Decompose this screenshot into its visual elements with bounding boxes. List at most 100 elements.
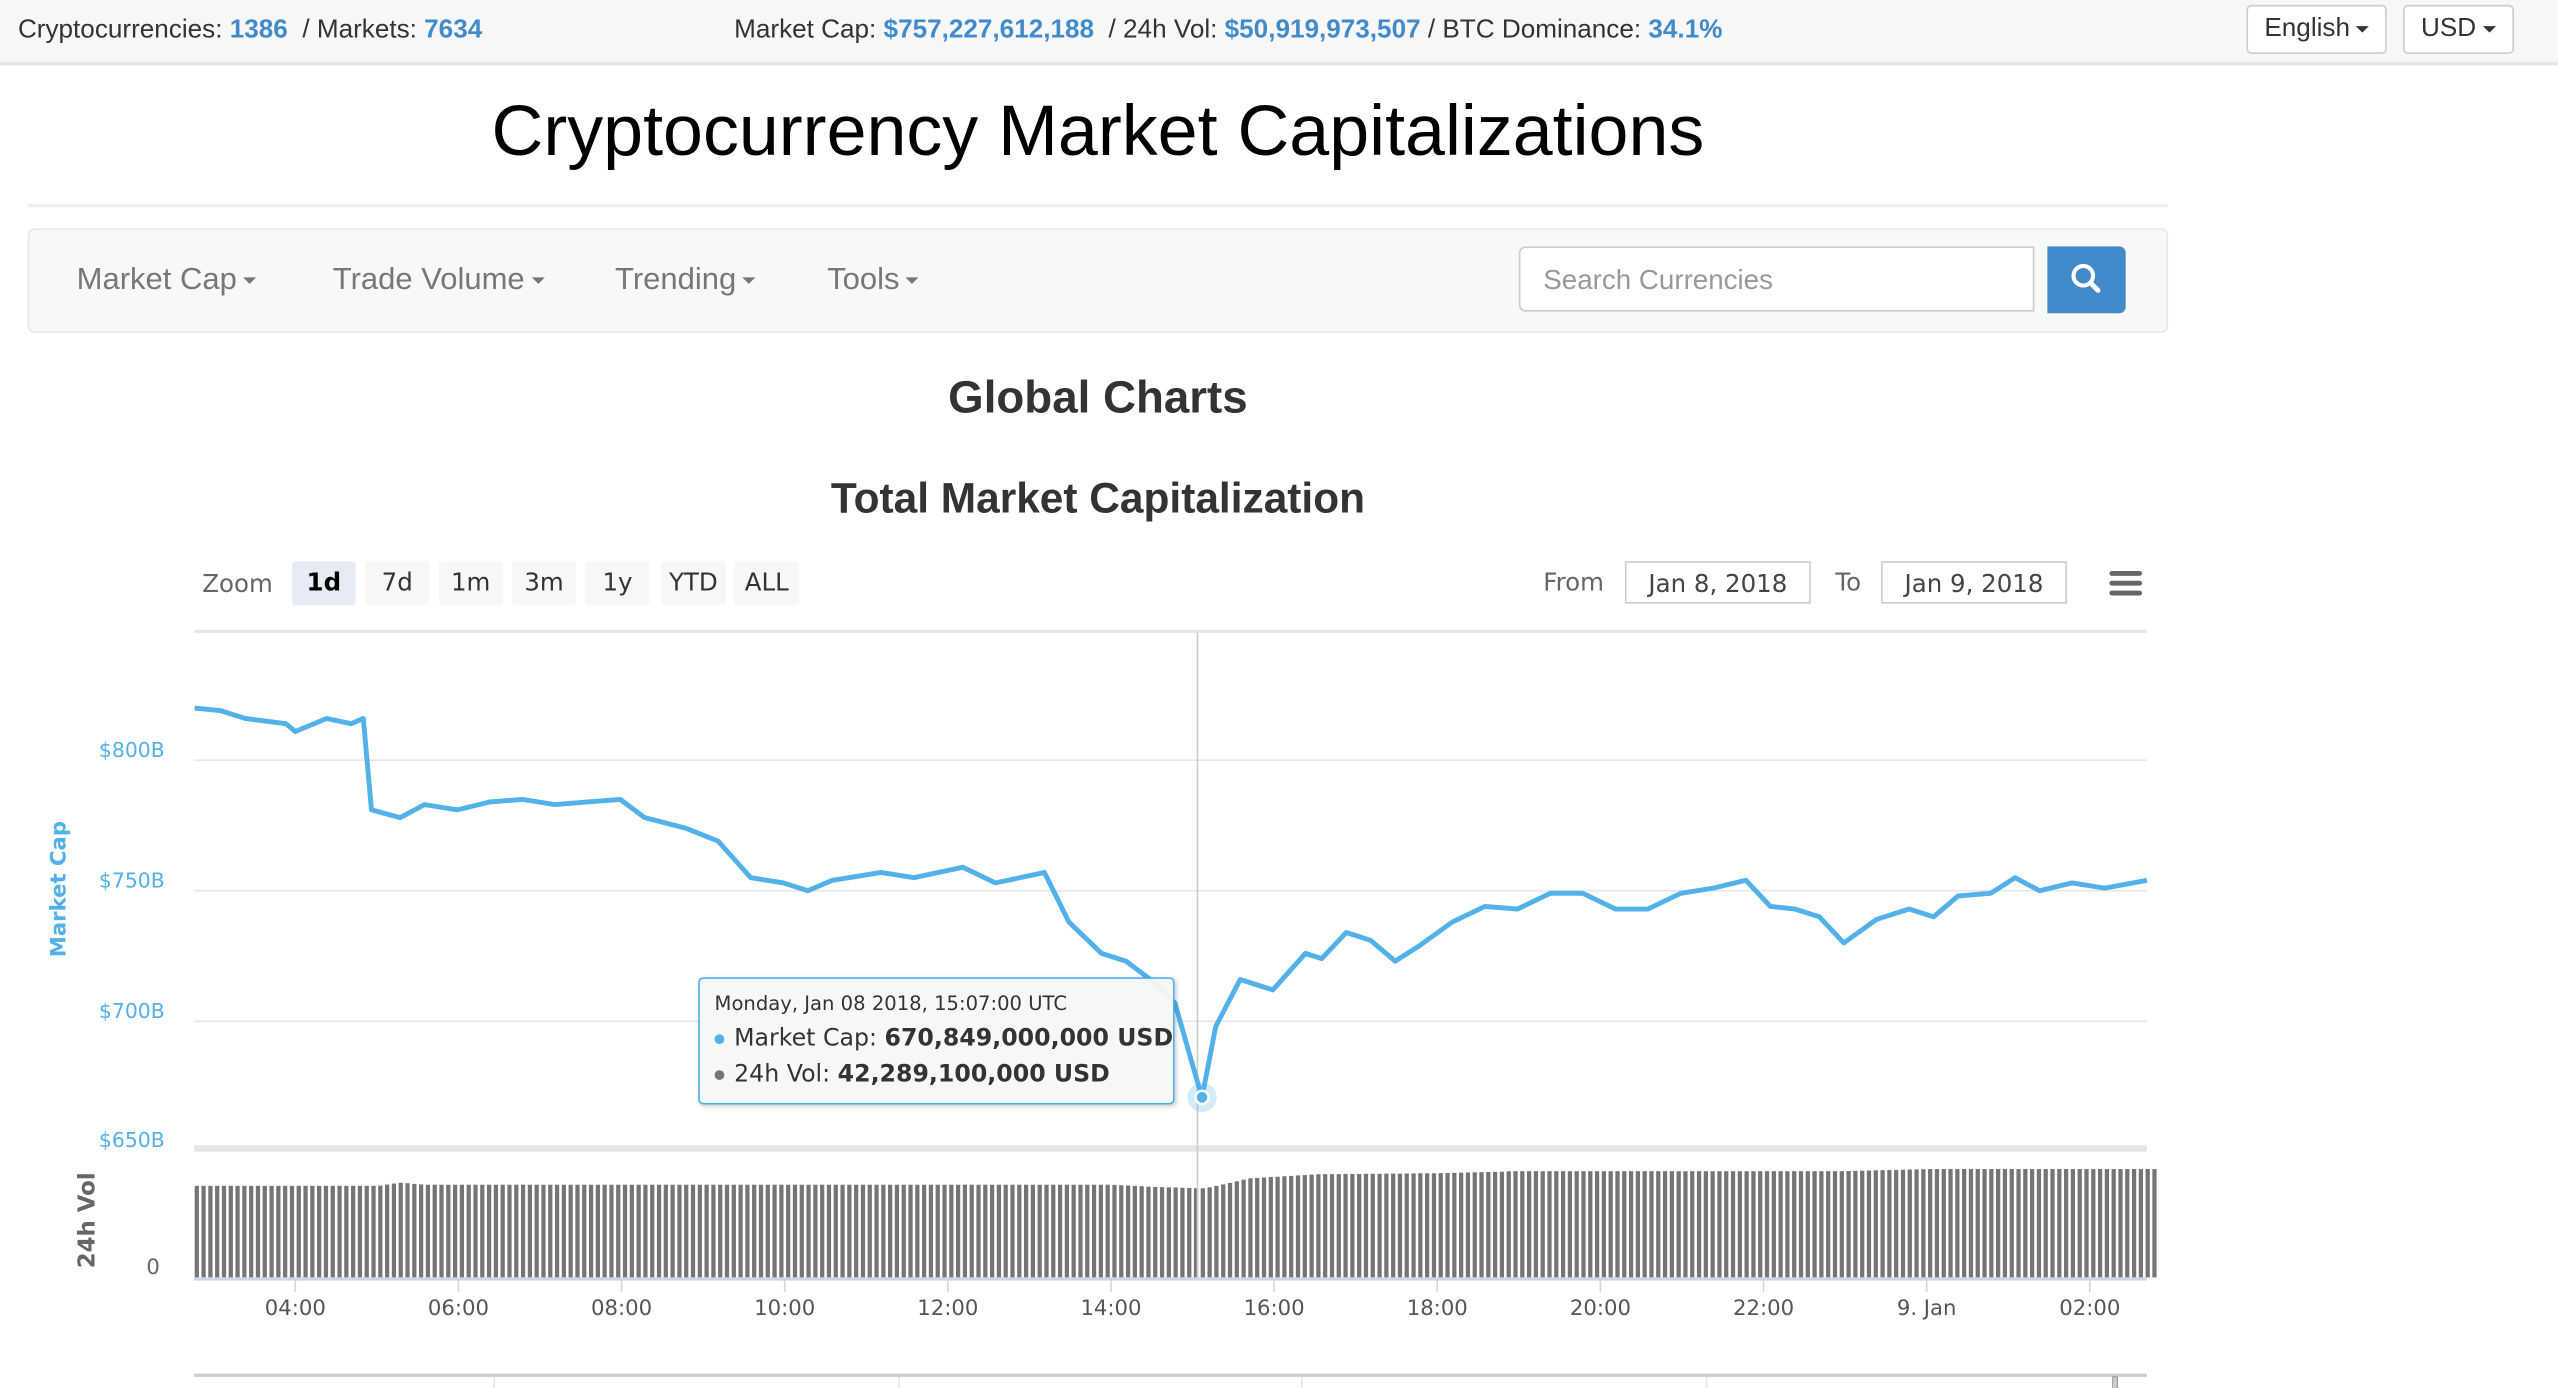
volume-bar[interactable] xyxy=(928,1184,934,1278)
search-button[interactable] xyxy=(2047,246,2126,314)
volume-bar[interactable] xyxy=(779,1184,784,1278)
volume-bar[interactable] xyxy=(1853,1170,1858,1278)
volume-bar[interactable] xyxy=(1513,1171,1518,1278)
volume-bar[interactable] xyxy=(2118,1169,2123,1278)
volume-bar[interactable] xyxy=(1839,1171,1844,1278)
volume-bar[interactable] xyxy=(568,1184,573,1278)
volume-bar[interactable] xyxy=(935,1184,940,1278)
volume-bar[interactable] xyxy=(2063,1169,2069,1278)
zoom-button-1m[interactable]: 1m xyxy=(438,561,503,606)
volume-bar[interactable] xyxy=(1180,1187,1185,1278)
volume-bar[interactable] xyxy=(1316,1174,1321,1278)
volume-bar[interactable] xyxy=(1873,1170,1878,1278)
volume-bar[interactable] xyxy=(1479,1172,1484,1278)
volume-bar[interactable] xyxy=(1241,1179,1246,1278)
volume-bar[interactable] xyxy=(1030,1184,1036,1278)
volume-bar[interactable] xyxy=(2091,1169,2096,1278)
volume-bar[interactable] xyxy=(541,1184,546,1278)
volume-bar[interactable] xyxy=(1649,1171,1654,1278)
volume-bar[interactable] xyxy=(1051,1184,1056,1278)
volume-bar[interactable] xyxy=(235,1185,240,1278)
volume-bar[interactable] xyxy=(1282,1176,1287,1278)
nav-tools[interactable]: Tools xyxy=(827,263,920,299)
volume-bar[interactable] xyxy=(949,1184,954,1278)
volume-bar[interactable] xyxy=(602,1184,607,1278)
volume-bar[interactable] xyxy=(1826,1171,1831,1278)
search-input[interactable]: Search Currencies xyxy=(1518,246,2035,312)
volume-bar[interactable] xyxy=(221,1185,227,1278)
volume-bar[interactable] xyxy=(1146,1186,1151,1278)
volume-bar[interactable] xyxy=(310,1185,315,1278)
volume-bar[interactable] xyxy=(670,1184,675,1278)
volume-bar[interactable] xyxy=(194,1185,199,1278)
volume-bar[interactable] xyxy=(1261,1177,1267,1278)
volume-bar[interactable] xyxy=(1846,1171,1851,1278)
volume-bar[interactable] xyxy=(1975,1169,1980,1278)
volume-bar[interactable] xyxy=(1703,1171,1708,1278)
volume-bar[interactable] xyxy=(1302,1175,1307,1278)
volume-bar[interactable] xyxy=(378,1185,383,1278)
volume-bar[interactable] xyxy=(731,1184,736,1278)
volume-bar[interactable] xyxy=(2138,1169,2144,1278)
volume-bar[interactable] xyxy=(1567,1171,1573,1278)
volume-bar[interactable] xyxy=(1676,1171,1681,1278)
volume-bar[interactable] xyxy=(520,1184,526,1278)
language-dropdown[interactable]: English xyxy=(2246,4,2388,54)
volume-bar[interactable] xyxy=(1860,1170,1865,1278)
volume-bar[interactable] xyxy=(1214,1185,1219,1278)
volume-bar[interactable] xyxy=(1003,1184,1008,1278)
volume-bar[interactable] xyxy=(833,1184,838,1278)
volume-bar[interactable] xyxy=(357,1185,363,1278)
volume-bar[interactable] xyxy=(1900,1169,1906,1278)
volume-bar[interactable] xyxy=(412,1183,417,1278)
volume-bar[interactable] xyxy=(1411,1173,1416,1278)
volume-bar[interactable] xyxy=(317,1185,322,1278)
volume-bar[interactable] xyxy=(1425,1173,1430,1278)
volume-bar[interactable] xyxy=(1554,1171,1559,1278)
volume-bar[interactable] xyxy=(1948,1169,1953,1278)
volume-bar[interactable] xyxy=(1622,1171,1627,1278)
volume-bar[interactable] xyxy=(1798,1171,1804,1278)
volume-bar[interactable] xyxy=(1914,1169,1919,1278)
navigator-handle[interactable] xyxy=(2112,1376,2118,1388)
volume-bar[interactable] xyxy=(969,1184,974,1278)
from-date-input[interactable]: Jan 8, 2018 xyxy=(1624,561,1811,604)
volume-bar[interactable] xyxy=(989,1184,995,1278)
volume-bar[interactable] xyxy=(1295,1175,1301,1278)
volume-bar[interactable] xyxy=(2002,1169,2008,1278)
cryptocurrencies-count-link[interactable]: 1386 xyxy=(229,16,288,45)
volume-bar[interactable] xyxy=(867,1184,872,1278)
volume-bar[interactable] xyxy=(398,1182,403,1278)
volume-bar[interactable] xyxy=(486,1184,492,1278)
volume-bar[interactable] xyxy=(1812,1171,1817,1278)
volume-bar[interactable] xyxy=(1119,1185,1124,1278)
volume-bar[interactable] xyxy=(765,1184,770,1278)
volume-bar[interactable] xyxy=(1255,1178,1260,1278)
volume-bar[interactable] xyxy=(385,1184,390,1278)
volume-bar[interactable] xyxy=(1996,1169,2001,1278)
volume-bar[interactable] xyxy=(962,1184,968,1278)
volume-bar[interactable] xyxy=(792,1184,798,1278)
volume-bar[interactable] xyxy=(1465,1172,1471,1278)
volume-bar[interactable] xyxy=(1506,1171,1511,1278)
volume-bar[interactable] xyxy=(1193,1188,1199,1278)
volume-bar[interactable] xyxy=(643,1184,648,1278)
volume-bar[interactable] xyxy=(1431,1173,1437,1278)
volume-bar[interactable] xyxy=(704,1184,709,1278)
volume-bar[interactable] xyxy=(500,1184,505,1278)
volume-bar[interactable] xyxy=(595,1184,600,1278)
zoom-button-3m[interactable]: 3m xyxy=(512,561,576,606)
volume-bar[interactable] xyxy=(881,1184,886,1278)
volume-bar[interactable] xyxy=(228,1185,233,1278)
volume-bar[interactable] xyxy=(1635,1171,1640,1278)
volume-bar[interactable] xyxy=(1540,1171,1545,1278)
volume-bar[interactable] xyxy=(575,1184,580,1278)
volume-bar[interactable] xyxy=(1764,1171,1770,1278)
volume-bar[interactable] xyxy=(582,1184,587,1278)
volume-bar[interactable] xyxy=(656,1184,662,1278)
nav-trending[interactable]: Trending xyxy=(615,263,756,299)
volume-bar[interactable] xyxy=(371,1185,376,1278)
volume-bar[interactable] xyxy=(1866,1170,1872,1278)
volume-bar[interactable] xyxy=(507,1184,512,1278)
volume-bar[interactable] xyxy=(1173,1187,1178,1278)
